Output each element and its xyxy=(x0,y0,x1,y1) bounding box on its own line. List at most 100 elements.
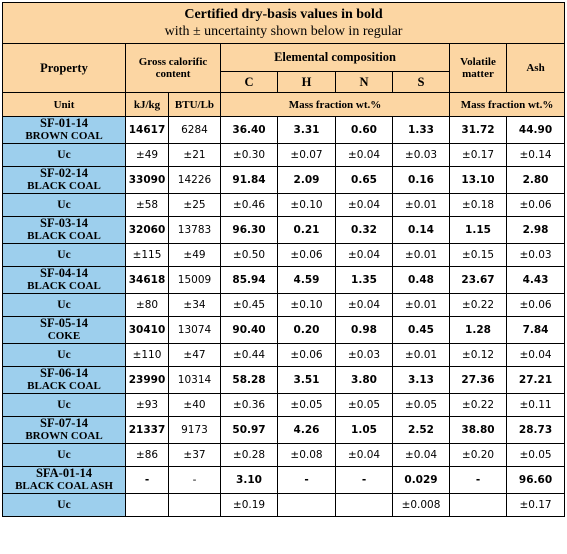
uncertainty-cell-volatile: ±0.20 xyxy=(449,443,507,467)
value-cell-kj-kg: 30410 xyxy=(125,316,169,344)
certified-values-table: Certified dry-basis values in bold with … xyxy=(1,2,566,517)
uncertainty-cell-n: ±0.05 xyxy=(335,393,393,417)
uncertainty-cell-s: ±0.01 xyxy=(392,243,450,267)
uncertainty-cell-s: ±0.008 xyxy=(392,493,450,517)
uncertainty-cell-s: ±0.04 xyxy=(392,443,450,467)
value-cell-btu-lb: 13074 xyxy=(168,316,221,344)
sample-id-cell: SFA-01-14 BLACK COAL ASH xyxy=(2,466,126,494)
value-cell-volatile: - xyxy=(449,466,507,494)
uncertainty-cell-volatile: ±0.15 xyxy=(449,243,507,267)
value-cell-btu-lb: 9173 xyxy=(168,416,221,444)
ash-header: Ash xyxy=(505,43,566,93)
table-header: Certified dry-basis values in bold with … xyxy=(1,2,566,117)
uncertainty-cell-volatile: ±0.18 xyxy=(449,193,507,217)
uc-label: Uc xyxy=(2,393,126,417)
sample-id-cell: SF-06-14 BLACK COAL xyxy=(2,366,126,394)
sample-description: BLACK COAL xyxy=(27,230,101,242)
value-cell-h: 4.26 xyxy=(277,416,336,444)
uc-label: Uc xyxy=(2,143,126,167)
uncertainty-cell-n: ±0.04 xyxy=(335,443,393,467)
value-cell-h: 4.59 xyxy=(277,266,336,294)
table-row: SF-02-14 BLACK COAL 33090 14226 91.84 2.09 0.6… xyxy=(2,166,566,194)
value-cell-btu-lb: 14226 xyxy=(168,166,221,194)
value-cell-h: 2.09 xyxy=(277,166,336,194)
unit-label: Unit xyxy=(2,92,126,117)
uc-label: Uc xyxy=(2,243,126,267)
value-cell-ash: 28.73 xyxy=(505,416,566,444)
value-cell-s: 0.45 xyxy=(392,316,450,344)
sample-description: COKE xyxy=(47,330,81,342)
uncertainty-cell-c: ±0.36 xyxy=(220,393,278,417)
uncertainty-cell-volatile: ±0.12 xyxy=(449,343,507,367)
subtitle-text: with ± uncertainty shown below in regula… xyxy=(164,24,403,39)
value-cell-s: 0.14 xyxy=(392,216,450,244)
uncertainty-cell-volatile: ±0.22 xyxy=(449,293,507,317)
uncertainty-cell-ash: ±0.03 xyxy=(505,243,566,267)
sample-id-cell: SF-04-14 BLACK COAL xyxy=(2,266,126,294)
value-cell-volatile: 23.67 xyxy=(449,266,507,294)
element-s-header: S xyxy=(392,71,450,93)
uncertainty-cell-h: ±0.05 xyxy=(277,393,336,417)
sample-code: SF-01-14 xyxy=(40,116,88,130)
sample-code: SF-07-14 xyxy=(40,416,88,430)
uncertainty-cell-kj-kg xyxy=(125,493,169,517)
uncertainty-cell-btu-lb: ±40 xyxy=(168,393,221,417)
value-cell-kj-kg: 33090 xyxy=(125,166,169,194)
uncertainty-cell-btu-lb xyxy=(168,493,221,517)
uc-label: Uc xyxy=(2,293,126,317)
table-body: SF-01-14 BROWN COAL 14617 6284 36.40 3.31 0.60… xyxy=(2,116,566,517)
elemental-composition-header: Elemental composition xyxy=(220,43,450,72)
sample-description: BLACK COAL xyxy=(27,280,101,292)
uncertainty-row: Uc ±49 ±21 ±0.30 ±0.07 ±0.04 ±0.03 ±0.17 ±0.14 xyxy=(2,143,566,167)
uncertainty-row: Uc ±93 ±40 ±0.36 ±0.05 ±0.05 ±0.05 ±0.22 ±0.11 xyxy=(2,393,566,417)
sample-description: BROWN COAL xyxy=(25,130,103,142)
element-h-header: H xyxy=(277,71,336,93)
uncertainty-cell-ash: ±0.17 xyxy=(505,493,566,517)
uncertainty-cell-btu-lb: ±21 xyxy=(168,143,221,167)
uncertainty-cell-volatile xyxy=(449,493,507,517)
element-c-header: C xyxy=(220,71,278,93)
value-cell-btu-lb: 6284 xyxy=(168,116,221,144)
uncertainty-cell-kj-kg: ±58 xyxy=(125,193,169,217)
value-cell-ash: 27.21 xyxy=(505,366,566,394)
value-cell-kj-kg: 34618 xyxy=(125,266,169,294)
value-cell-kj-kg: - xyxy=(125,466,169,494)
uncertainty-row: Uc ±115 ±49 ±0.50 ±0.06 ±0.04 ±0.01 ±0.15 ±0.03 xyxy=(2,243,566,267)
uncertainty-row: Uc ±86 ±37 ±0.28 ±0.08 ±0.04 ±0.04 ±0.20 ±0.05 xyxy=(2,443,566,467)
value-cell-c: 85.94 xyxy=(220,266,278,294)
table-row: SF-01-14 BROWN COAL 14617 6284 36.40 3.31 0.60… xyxy=(2,116,566,144)
uncertainty-cell-ash: ±0.04 xyxy=(505,343,566,367)
value-cell-ash: 7.84 xyxy=(505,316,566,344)
value-cell-s: 1.33 xyxy=(392,116,450,144)
volatile-matter-header: Volatile matter xyxy=(449,43,507,93)
uncertainty-cell-kj-kg: ±115 xyxy=(125,243,169,267)
uncertainty-cell-h: ±0.10 xyxy=(277,293,336,317)
table-title: Certified dry-basis values in bold with … xyxy=(1,2,566,44)
sample-id-cell: SF-05-14 COKE xyxy=(2,316,126,344)
uncertainty-cell-kj-kg: ±93 xyxy=(125,393,169,417)
value-cell-n: 0.98 xyxy=(335,316,393,344)
uncertainty-cell-n: ±0.04 xyxy=(335,243,393,267)
uncertainty-cell-kj-kg: ±110 xyxy=(125,343,169,367)
sample-code: SF-02-14 xyxy=(40,166,88,180)
value-cell-h: 0.21 xyxy=(277,216,336,244)
property-header: Property xyxy=(2,43,126,93)
value-cell-ash: 2.80 xyxy=(505,166,566,194)
uncertainty-cell-c: ±0.46 xyxy=(220,193,278,217)
value-cell-ash: 44.90 xyxy=(505,116,566,144)
table-row: SF-07-14 BROWN COAL 21337 9173 50.97 4.26 1.05… xyxy=(2,416,566,444)
uncertainty-cell-s: ±0.05 xyxy=(392,393,450,417)
value-cell-c: 3.10 xyxy=(220,466,278,494)
uncertainty-cell-c: ±0.45 xyxy=(220,293,278,317)
sample-id-cell: SF-02-14 BLACK COAL xyxy=(2,166,126,194)
value-cell-ash: 2.98 xyxy=(505,216,566,244)
value-cell-n: - xyxy=(335,466,393,494)
sample-id-cell: SF-03-14 BLACK COAL xyxy=(2,216,126,244)
uncertainty-cell-volatile: ±0.22 xyxy=(449,393,507,417)
uncertainty-cell-h: ±0.08 xyxy=(277,443,336,467)
value-cell-btu-lb: 10314 xyxy=(168,366,221,394)
table-row: SF-03-14 BLACK COAL 32060 13783 96.30 0.21 0.3… xyxy=(2,216,566,244)
title-text: Certified dry-basis values in bold xyxy=(184,7,383,22)
value-cell-c: 36.40 xyxy=(220,116,278,144)
value-cell-n: 1.05 xyxy=(335,416,393,444)
